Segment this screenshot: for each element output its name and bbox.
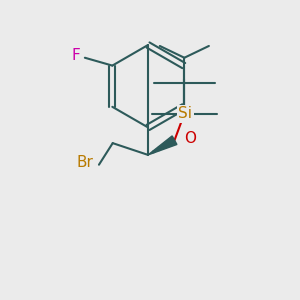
Text: Si: Si xyxy=(178,106,192,121)
Text: Br: Br xyxy=(76,155,93,170)
Text: O: O xyxy=(184,131,196,146)
Text: F: F xyxy=(71,48,80,63)
Polygon shape xyxy=(148,136,177,155)
